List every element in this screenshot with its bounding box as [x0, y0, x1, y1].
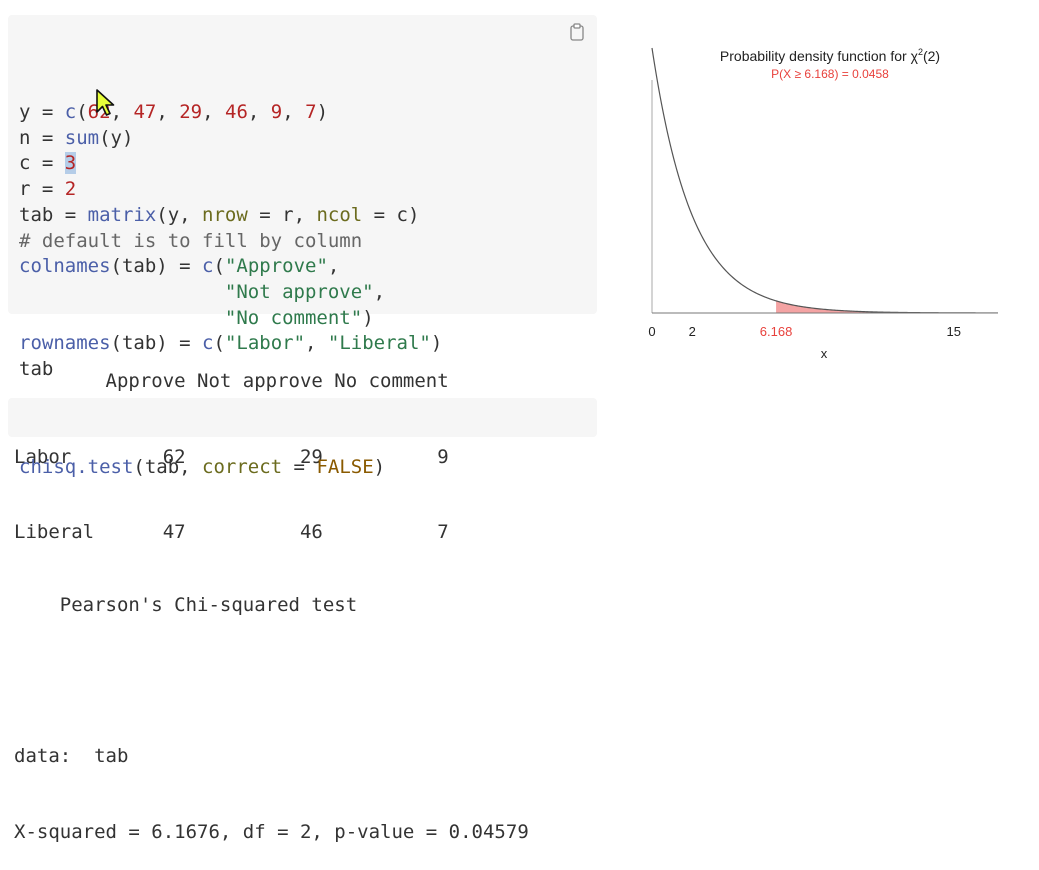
chart-title: Probability density function for χ2(2) [720, 47, 940, 64]
code-token: "Liberal" [327, 332, 431, 355]
x-ticks: 0 2 6.168 15 [648, 324, 961, 339]
output-line: data: tab [14, 745, 129, 768]
clipboard-icon[interactable] [569, 23, 585, 41]
code-line: chisq.test(tab, correct = FALSE) [19, 455, 597, 481]
code-token: , [373, 280, 386, 303]
code-token: matrix [87, 203, 157, 226]
output-line [14, 517, 529, 543]
code-line: colnames(tab) = c("Approve", [19, 254, 597, 280]
code-token: ) [316, 101, 329, 124]
code-token: 9 [270, 101, 283, 124]
code-token: c [202, 332, 214, 355]
code-token: rownames [19, 332, 111, 355]
code-line: n = sum(y) [19, 126, 597, 152]
code-token: sum [64, 126, 100, 149]
chi-squared-density-plot: Probability density function for χ2(2) P… [648, 47, 998, 361]
code-token: (tab) = [110, 332, 203, 355]
code-token: , [247, 101, 271, 124]
output-line: Labor 62 29 9 [14, 445, 449, 468]
code-token: c = [19, 152, 65, 175]
code-token: "Not approve" [224, 280, 374, 303]
code-token: = [282, 456, 317, 479]
code-token: # default is to fill by column [19, 229, 363, 252]
code-token: ) [430, 332, 443, 355]
output-table: Approve Not approve No comment Labor 62 … [14, 319, 449, 571]
chart-subtitle: P(X ≥ 6.168) = 0.0458 [771, 67, 889, 81]
x-axis-label: x [821, 346, 828, 361]
code-line: rownames(tab) = c("Labor", "Liberal") [19, 331, 597, 357]
code-token: colnames [19, 255, 111, 278]
code-token: 3 [64, 152, 77, 175]
code-token: tab [19, 357, 54, 380]
code-token: "No comment" [224, 306, 363, 329]
code-token: , [202, 101, 226, 124]
output-line: Approve Not approve No comment [14, 370, 449, 392]
code-token: (tab, [133, 456, 203, 479]
code-line: "No comment") [19, 306, 597, 332]
code-token: ) [362, 306, 374, 329]
output-line [14, 668, 529, 694]
code-line: # default is to fill by column [19, 229, 597, 255]
code-token: = c) [362, 203, 420, 226]
output-test: Pearson's Chi-squared test data: tab X-s… [14, 467, 529, 870]
code-line: r = 2 [19, 177, 597, 203]
code-token: nrow [202, 203, 248, 226]
chart-title-sup: 2 [918, 47, 923, 57]
code-line: "Not approve", [19, 280, 597, 306]
code-token: 47 [133, 101, 157, 124]
tail-area [776, 300, 998, 313]
code-token: "Approve" [224, 255, 328, 278]
code-token: ncol [316, 203, 363, 226]
x-tick-label: 15 [947, 324, 961, 339]
code-token: tab = [19, 203, 88, 226]
code-token: FALSE [316, 456, 374, 479]
code-token: , [327, 255, 340, 278]
code-token: = r, [247, 203, 317, 226]
code-line: c = 3 [19, 151, 597, 177]
mouse-pointer-icon [96, 89, 115, 116]
code-lines: y = c(62, 47, 29, 46, 9, 7) n = sum(y) c =… [19, 100, 597, 383]
code-token: ) [373, 456, 386, 479]
code-token: correct [202, 456, 283, 479]
x-tick-label: 6.168 [760, 324, 793, 339]
code-chunk-2[interactable]: chisq.test(tab, correct = FALSE) [8, 398, 597, 478]
x-tick-label: 0 [648, 324, 655, 339]
code-token: ( [213, 332, 225, 355]
chart-title-prefix: Probability density function for [720, 48, 911, 64]
code-token: ( [213, 255, 225, 278]
x-tick-label: 2 [689, 324, 696, 339]
output-line: Liberal 47 46 7 [14, 521, 449, 544]
code-token: 7 [305, 101, 317, 124]
code-token: chisq.test [19, 456, 134, 479]
code-line: tab = matrix(y, nrow = r, ncol = c) [19, 203, 597, 229]
output-line: Pearson's Chi-squared test [14, 593, 358, 616]
code-token: (y, [156, 203, 203, 226]
code-token: 2 [64, 178, 77, 201]
code-token: 29 [179, 101, 203, 124]
code-token: (y) [99, 126, 134, 149]
code-line: y = c(62, 47, 29, 46, 9, 7) [19, 100, 597, 126]
code-token: r = [19, 178, 65, 201]
code-token: (tab) = [110, 255, 203, 278]
code-token: c [202, 255, 214, 278]
output-line: X-squared = 6.1676, df = 2, p-value = 0.… [14, 820, 529, 843]
code-token: ( [76, 101, 88, 124]
code-token: n = [19, 126, 65, 149]
code-token: "Labor" [224, 332, 306, 355]
code-line: tab [19, 357, 597, 383]
code-lines: chisq.test(tab, correct = FALSE) [19, 455, 597, 481]
code-token [19, 281, 225, 303]
chart-title-symbol: χ [911, 48, 919, 64]
code-chunk-1[interactable]: y = c(62, 47, 29, 46, 9, 7) n = sum(y) c =… [8, 15, 597, 380]
chart-title-suffix: (2) [923, 48, 940, 64]
code-token: , [282, 101, 306, 124]
density-curve [651, 47, 998, 314]
code-token: , [305, 332, 328, 355]
code-token: 46 [225, 101, 248, 124]
code-token: y = [19, 101, 65, 124]
code-token: c [64, 101, 77, 124]
code-token: , [110, 101, 134, 124]
code-token: , [156, 101, 180, 124]
